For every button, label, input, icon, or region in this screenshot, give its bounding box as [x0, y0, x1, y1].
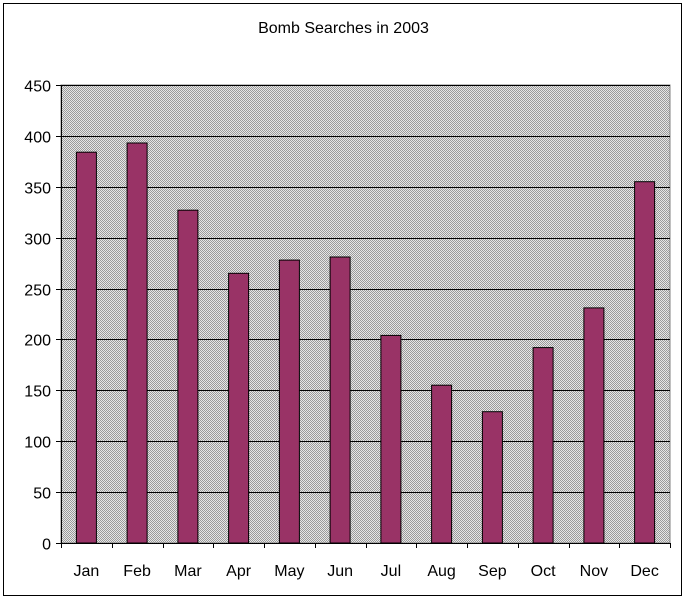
y-tick-label-0: 0 [42, 537, 51, 554]
x-tick-label-apr: Apr [226, 563, 252, 580]
tick-labels: 0 50 100 150 200 250 300 350 400 450 Jan Feb Mar Apr M… [24, 79, 659, 581]
gridlines [61, 85, 670, 493]
x-tick-label-feb: Feb [123, 563, 151, 580]
x-tick-label-sep: Sep [478, 563, 507, 580]
bar-dec [634, 181, 656, 544]
y-tick-label-50: 50 [33, 486, 51, 503]
x-tick-label-mar: Mar [174, 563, 202, 580]
x-tick-label-oct: Oct [531, 563, 556, 580]
y-tick-label-150: 150 [24, 384, 51, 401]
bar-jan [75, 151, 97, 544]
y-tick-label-250: 250 [24, 283, 51, 300]
bar-apr [228, 272, 250, 544]
plot-area [60, 84, 671, 544]
y-tick-label-300: 300 [24, 232, 51, 249]
bar-oct [532, 347, 554, 544]
x-tick-label-may: May [274, 563, 304, 580]
x-tick-label-nov: Nov [580, 563, 608, 580]
bar-nov [583, 307, 605, 544]
bar-jun [329, 256, 351, 544]
x-tick-label-jul: Jul [381, 563, 401, 580]
x-tick-label-aug: Aug [427, 563, 455, 580]
x-tick-label-jan: Jan [74, 563, 100, 580]
y-tick-label-350: 350 [24, 181, 51, 198]
chart-title: Bomb Searches in 2003 [258, 20, 429, 37]
bar-aug [431, 384, 453, 544]
y-tick-label-100: 100 [24, 435, 51, 452]
bar-jul [380, 334, 402, 544]
x-tick-label-jun: Jun [327, 563, 353, 580]
bar-sep [481, 411, 503, 544]
y-tick-label-200: 200 [24, 333, 51, 350]
x-tick-label-dec: Dec [630, 563, 658, 580]
bars [75, 142, 656, 544]
bar-may [278, 259, 300, 544]
y-tick-label-400: 400 [24, 130, 51, 147]
bar-feb [126, 142, 148, 544]
bar-mar [177, 209, 199, 544]
axes [56, 85, 671, 548]
y-tick-label-450: 450 [24, 79, 51, 96]
